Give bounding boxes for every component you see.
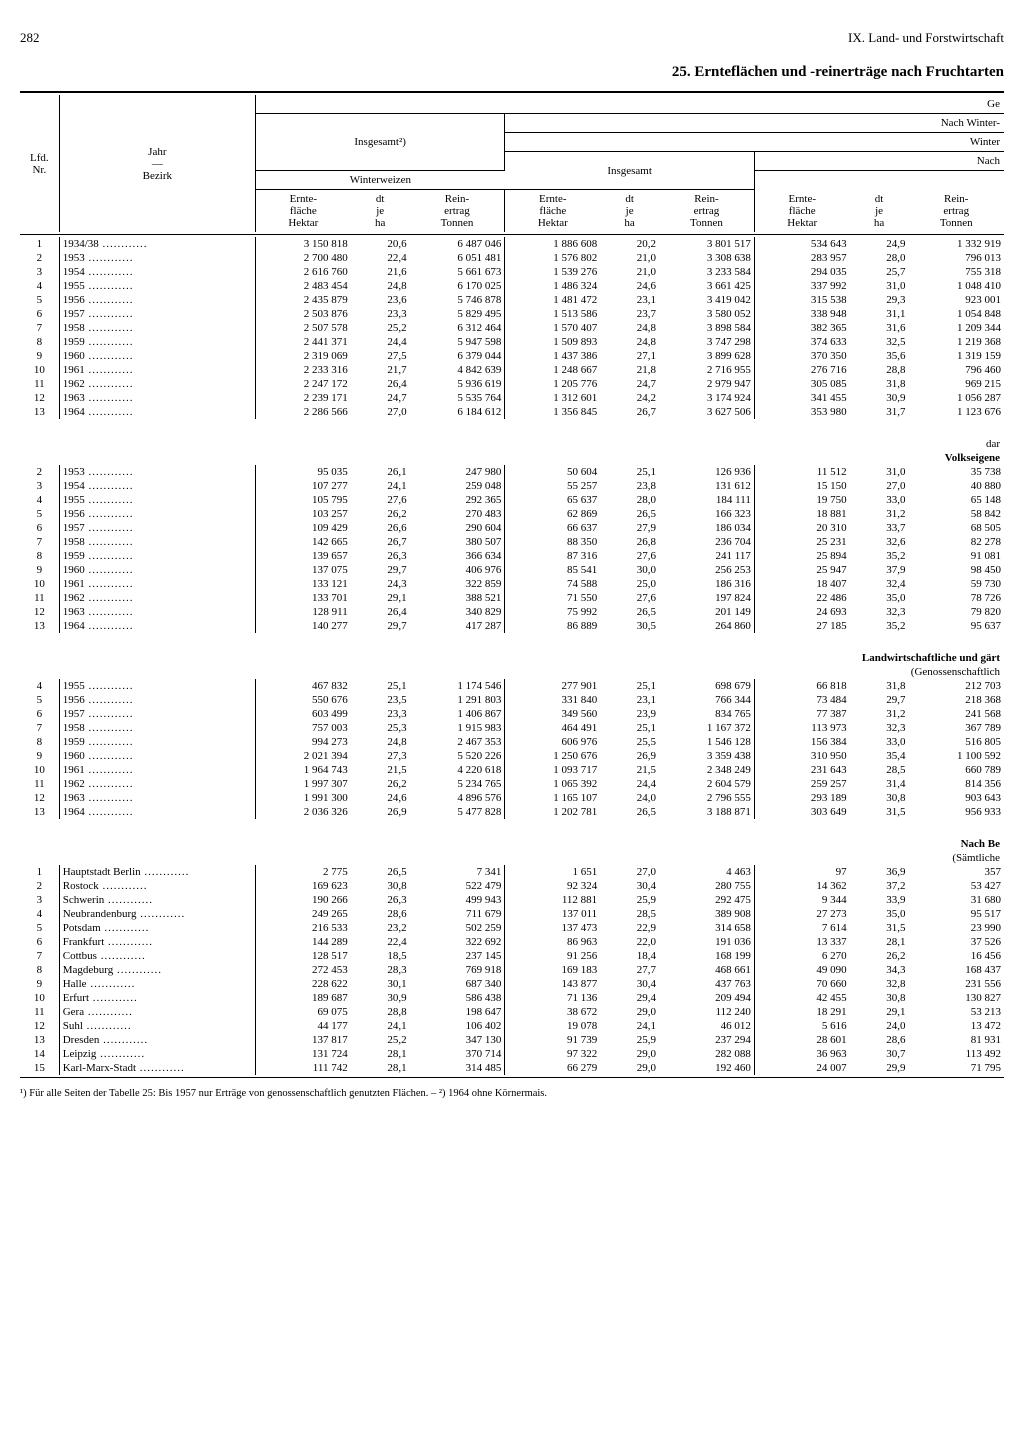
table-row: 9Halle228 62230,1687 340143 87730,4437 7… (20, 977, 1004, 991)
section-3-body: 41955467 83225,11 174 546277 90125,1698 … (20, 679, 1004, 819)
footnote: ¹) Für alle Seiten der Tabelle 25: Bis 1… (20, 1088, 1004, 1099)
table-row: 91960137 07529,7406 97685 54130,0256 253… (20, 563, 1004, 577)
table-row: 11Gera69 07528,8198 64738 67229,0112 240… (20, 1005, 1004, 1019)
hdr-c1c: Rein- ertrag Tonnen (410, 190, 505, 233)
table-row: 919602 021 39427,35 520 2261 250 67626,9… (20, 749, 1004, 763)
table-row: 51956103 25726,2270 48362 86926,5166 323… (20, 507, 1004, 521)
table-row: 61957109 42926,6290 60466 63727,9186 034… (20, 521, 1004, 535)
table-row: 919602 319 06927,56 379 0441 437 38627,1… (20, 349, 1004, 363)
table-row: 1119622 247 17226,45 936 6191 205 77624,… (20, 377, 1004, 391)
data-table: Lfd. Nr. Jahr — Bezirk Ge Insgesamt²) Na… (20, 95, 1004, 1075)
hdr-insg: Insgesamt (505, 152, 754, 190)
table-row: 1319642 286 56627,06 184 6121 356 84526,… (20, 405, 1004, 419)
table-row: 4Neubrandenburg249 26528,6711 679137 011… (20, 907, 1004, 921)
table-row: 71958142 66526,7380 50788 35026,8236 704… (20, 535, 1004, 549)
hdr-insgesamt2: Insgesamt²) (255, 114, 504, 171)
table-row: 419552 483 45424,86 170 0251 486 32424,6… (20, 279, 1004, 293)
table-row: 1219632 239 17124,75 535 7641 312 60124,… (20, 391, 1004, 405)
lbl-genoss: (Genossenschaftlich (20, 665, 1004, 679)
hdr-c1a: Ernte- fläche Hektar (255, 190, 350, 233)
table-row: 14Leipzig131 72428,1370 71497 32229,0282… (20, 1047, 1004, 1061)
page-header: 282 IX. Land- und Forstwirtschaft (20, 30, 1004, 46)
table-row: 5Potsdam216 53323,2502 259137 47322,9314… (20, 921, 1004, 935)
table-row: 41955467 83225,11 174 546277 90125,1698 … (20, 679, 1004, 693)
hdr-c3c: Rein- ertrag Tonnen (909, 190, 1005, 233)
hdr-c2c: Rein- ertrag Tonnen (659, 190, 754, 233)
table-row: 41955105 79527,6292 36565 63728,0184 111… (20, 493, 1004, 507)
hdr-ww: Winterweizen (255, 171, 504, 190)
hdr-winter: Winter (505, 133, 1004, 152)
section-2-header: dar Volkseigene (20, 419, 1004, 465)
table-row: 10Erfurt189 68730,9586 43871 13629,4209 … (20, 991, 1004, 1005)
rule-bottom (20, 1077, 1004, 1078)
hdr-c2a: Ernte- fläche Hektar (505, 190, 600, 233)
hdr-c2b: dt je ha (600, 190, 659, 233)
table-title: 25. Ernteflächen und -reinerträge nach F… (20, 64, 1004, 81)
table-row: 131964140 27729,7417 28786 88930,5264 86… (20, 619, 1004, 633)
table-row: 519562 435 87923,65 746 8781 481 47223,1… (20, 293, 1004, 307)
table-head: Lfd. Nr. Jahr — Bezirk Ge Insgesamt²) Na… (20, 95, 1004, 237)
page-number: 282 (20, 30, 40, 46)
table-row: 1019611 964 74321,54 220 6181 093 71721,… (20, 763, 1004, 777)
rule-top (20, 91, 1004, 93)
table-row: 121963128 91126,4340 82975 99226,5201 14… (20, 605, 1004, 619)
hdr-ge: Ge (255, 95, 1004, 114)
lbl-nachbe: Nach Be (20, 837, 1004, 851)
table-row: 51956550 67623,51 291 803331 84023,1766 … (20, 693, 1004, 707)
table-row: 111962133 70129,1388 52171 55027,6197 82… (20, 591, 1004, 605)
table-row: 71958757 00325,31 915 983464 49125,11 16… (20, 721, 1004, 735)
table-row: 101961133 12124,3322 85974 58825,0186 31… (20, 577, 1004, 591)
table-row: 1319642 036 32626,95 477 8281 202 78126,… (20, 805, 1004, 819)
chapter-title: IX. Land- und Forstwirtschaft (848, 30, 1004, 46)
hdr-nachwinter: Nach Winter- (505, 114, 1004, 133)
section-3-header: Landwirtschaftliche und gärt (Genossensc… (20, 633, 1004, 679)
table-row: 13Dresden137 81725,2347 13091 73925,9237… (20, 1033, 1004, 1047)
table-row: 81959994 27324,82 467 353606 97625,51 54… (20, 735, 1004, 749)
table-row: 6Frankfurt144 28922,4322 69286 96322,019… (20, 935, 1004, 949)
table-row: 61957603 49923,31 406 867349 56023,9834 … (20, 707, 1004, 721)
lbl-volks: Volkseigene (20, 451, 1004, 465)
section-4-header: Nach Be (Sämtliche (20, 819, 1004, 865)
lbl-dar: dar (20, 437, 1004, 451)
table-row: 3Schwerin190 26626,3499 943112 88125,929… (20, 893, 1004, 907)
hdr-c1b: dt je ha (351, 190, 410, 233)
table-row: 12Suhl44 17724,1106 40219 07824,146 0125… (20, 1019, 1004, 1033)
section-4-body: 1Hauptstadt Berlin2 77526,57 3411 65127,… (20, 865, 1004, 1075)
table-row: 1219631 991 30024,64 896 5761 165 10724,… (20, 791, 1004, 805)
table-row: 619572 503 87623,35 829 4951 513 58623,7… (20, 307, 1004, 321)
lbl-saemtl: (Sämtliche (20, 851, 1004, 865)
table-row: 7Cottbus128 51718,5237 14591 25618,4168 … (20, 949, 1004, 963)
table-row: 1119621 997 30726,25 234 7651 065 39224,… (20, 777, 1004, 791)
hdr-c3b: dt je ha (850, 190, 909, 233)
hdr-jahr: Jahr — Bezirk (59, 95, 255, 232)
hdr-lfd: Lfd. Nr. (20, 95, 59, 232)
hdr-nach: Nach (754, 152, 1004, 171)
table-row: 81959139 65726,3366 63487 31627,6241 117… (20, 549, 1004, 563)
table-row: 219532 700 48022,46 051 4811 576 80221,0… (20, 251, 1004, 265)
table-row: 11934/383 150 81820,66 487 0461 886 6082… (20, 237, 1004, 251)
table-row: 8Magdeburg272 45328,3769 918169 18327,74… (20, 963, 1004, 977)
table-row: 15Karl-Marx-Stadt111 74228,1314 48566 27… (20, 1061, 1004, 1075)
section-1-body: 11934/383 150 81820,66 487 0461 886 6082… (20, 237, 1004, 419)
table-row: 1Hauptstadt Berlin2 77526,57 3411 65127,… (20, 865, 1004, 879)
hdr-c3a: Ernte- fläche Hektar (754, 190, 849, 233)
table-row: 319542 616 76021,65 661 6731 539 27621,0… (20, 265, 1004, 279)
table-row: 1019612 233 31621,74 842 6391 248 66721,… (20, 363, 1004, 377)
section-2-body: 2195395 03526,1247 98050 60425,1126 9361… (20, 465, 1004, 633)
table-row: 31954107 27724,1259 04855 25723,8131 612… (20, 479, 1004, 493)
table-row: 2195395 03526,1247 98050 60425,1126 9361… (20, 465, 1004, 479)
table-row: 819592 441 37124,45 947 5981 509 89324,8… (20, 335, 1004, 349)
lbl-lwg: Landwirtschaftliche und gärt (20, 651, 1004, 665)
table-row: 2Rostock169 62330,8522 47992 32430,4280 … (20, 879, 1004, 893)
table-row: 719582 507 57825,26 312 4641 570 40724,8… (20, 321, 1004, 335)
